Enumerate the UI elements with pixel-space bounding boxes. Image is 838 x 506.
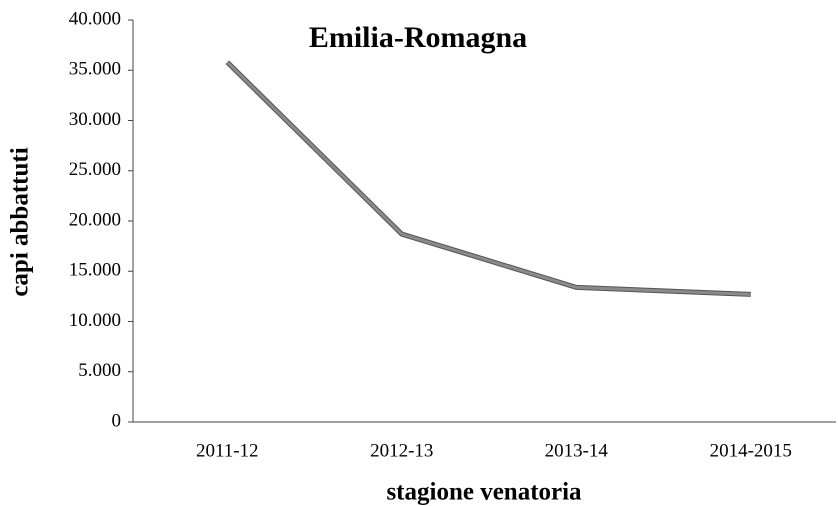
y-tick-label: 0 (112, 410, 122, 431)
y-tick-label: 25.000 (69, 159, 121, 180)
y-tick-label: 5.000 (78, 360, 121, 381)
y-tick-label: 15.000 (69, 260, 121, 281)
y-tick-label: 35.000 (69, 59, 121, 80)
x-tick-label: 2014-2015 (710, 440, 792, 461)
x-tick-label: 2012-13 (370, 440, 433, 461)
y-tick-label: 20.000 (69, 209, 121, 230)
x-axis-label: stagione venatoria (386, 479, 582, 506)
y-tick-label: 40.000 (69, 8, 121, 29)
y-axis-label: capi abbattuti (7, 147, 34, 296)
x-tick-label: 2013-14 (545, 440, 609, 461)
line (226, 61, 751, 296)
chart-title: Emilia-Romagna (309, 21, 527, 54)
x-tick-label: 2011-12 (196, 440, 259, 461)
y-tick-label: 10.000 (69, 310, 121, 331)
y-tick-label: 30.000 (69, 109, 121, 130)
